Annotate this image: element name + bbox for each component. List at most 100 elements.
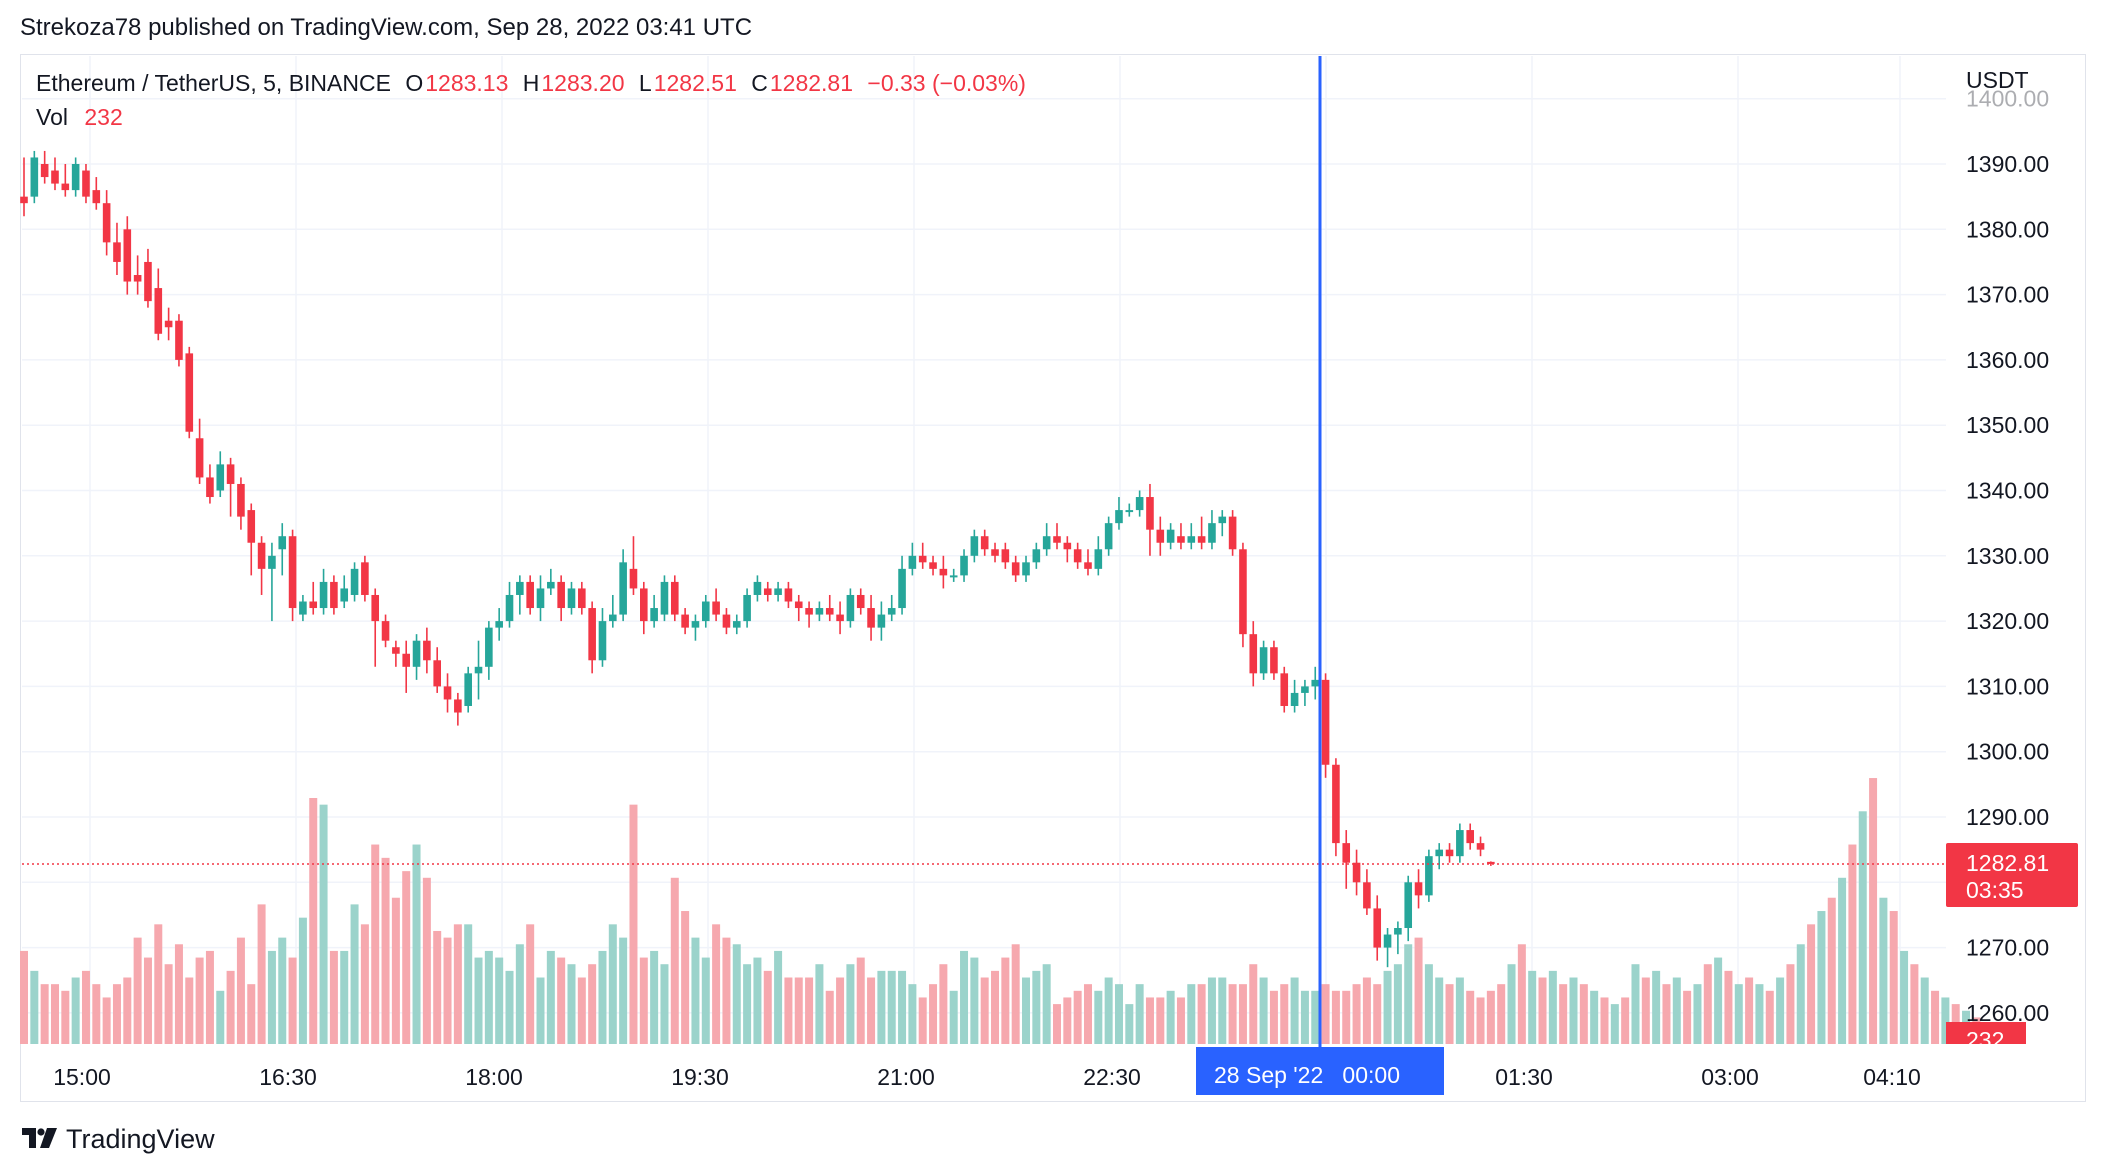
- candle[interactable]: [237, 477, 245, 530]
- candle[interactable]: [856, 588, 865, 615]
- candle[interactable]: [319, 568, 328, 615]
- candle[interactable]: [412, 634, 421, 680]
- candle[interactable]: [371, 588, 380, 667]
- candle[interactable]: [877, 601, 886, 641]
- candle[interactable]: [1166, 523, 1175, 550]
- candle[interactable]: [1445, 843, 1454, 863]
- candle[interactable]: [1042, 523, 1051, 556]
- candle[interactable]: [805, 601, 813, 628]
- candle[interactable]: [867, 594, 875, 641]
- candle[interactable]: [226, 457, 235, 517]
- candle[interactable]: [1435, 843, 1444, 870]
- candle[interactable]: [1404, 875, 1413, 942]
- candle[interactable]: [794, 594, 803, 622]
- candle[interactable]: [1208, 510, 1216, 550]
- candle[interactable]: [340, 575, 349, 609]
- candle[interactable]: [185, 346, 194, 439]
- candle[interactable]: [1321, 673, 1330, 778]
- candle[interactable]: [82, 164, 90, 204]
- candle[interactable]: [1342, 830, 1351, 889]
- candle[interactable]: [1466, 823, 1474, 850]
- candle[interactable]: [71, 157, 80, 197]
- candle[interactable]: [1456, 823, 1464, 863]
- candle[interactable]: [629, 536, 638, 595]
- candle[interactable]: [485, 621, 493, 680]
- candle[interactable]: [495, 608, 503, 641]
- candle[interactable]: [1352, 849, 1361, 896]
- candle[interactable]: [1259, 640, 1268, 680]
- candle[interactable]: [598, 608, 607, 667]
- candle[interactable]: [216, 451, 225, 498]
- volume-label[interactable]: Vol: [36, 104, 68, 130]
- candle[interactable]: [402, 640, 411, 693]
- candle[interactable]: [350, 562, 359, 602]
- candle[interactable]: [1001, 542, 1010, 569]
- candle[interactable]: [206, 464, 214, 504]
- candle[interactable]: [1104, 516, 1113, 556]
- candle[interactable]: [619, 549, 627, 622]
- candle[interactable]: [464, 666, 472, 713]
- candle[interactable]: [51, 157, 59, 191]
- candle[interactable]: [123, 216, 132, 295]
- candle[interactable]: [949, 568, 958, 582]
- candle[interactable]: [701, 594, 710, 628]
- candle[interactable]: [195, 418, 204, 484]
- candle[interactable]: [505, 581, 514, 628]
- candle[interactable]: [578, 581, 586, 615]
- candle[interactable]: [20, 157, 28, 217]
- candle[interactable]: [557, 575, 565, 622]
- candle[interactable]: [1228, 510, 1237, 556]
- candle[interactable]: [980, 529, 989, 556]
- candle[interactable]: [133, 255, 142, 295]
- candle[interactable]: [309, 581, 318, 615]
- candle[interactable]: [30, 150, 39, 204]
- candle[interactable]: [433, 647, 441, 693]
- candle[interactable]: [763, 581, 772, 602]
- candle[interactable]: [1135, 490, 1144, 517]
- candle[interactable]: [1063, 536, 1072, 563]
- candle[interactable]: [154, 268, 163, 341]
- candle[interactable]: [1084, 549, 1092, 576]
- candle[interactable]: [454, 692, 462, 726]
- candle[interactable]: [815, 601, 824, 622]
- candle[interactable]: [1425, 849, 1433, 902]
- candle[interactable]: [836, 601, 844, 635]
- candle[interactable]: [268, 542, 276, 622]
- candle[interactable]: [908, 542, 917, 576]
- candle[interactable]: [825, 594, 834, 622]
- candle[interactable]: [257, 536, 266, 595]
- candle[interactable]: [898, 555, 906, 615]
- candle[interactable]: [1301, 679, 1309, 706]
- candle[interactable]: [443, 673, 452, 713]
- candle[interactable]: [660, 575, 669, 622]
- candle[interactable]: [474, 640, 483, 700]
- candle[interactable]: [691, 614, 700, 641]
- candle[interactable]: [1394, 921, 1402, 955]
- candle[interactable]: [1177, 523, 1185, 550]
- candle[interactable]: [144, 248, 152, 308]
- candle[interactable]: [102, 190, 111, 256]
- candle[interactable]: [1332, 758, 1340, 857]
- candle[interactable]: [784, 581, 793, 609]
- candle[interactable]: [1373, 895, 1382, 961]
- candle[interactable]: [1280, 666, 1289, 713]
- candle[interactable]: [732, 614, 741, 635]
- candle[interactable]: [960, 549, 968, 582]
- candle[interactable]: [681, 608, 689, 635]
- candle[interactable]: [567, 581, 576, 615]
- candle[interactable]: [1249, 621, 1258, 687]
- tradingview-brand[interactable]: TradingView: [22, 1124, 215, 1155]
- candle[interactable]: [330, 575, 338, 615]
- candle[interactable]: [1022, 555, 1030, 582]
- candle[interactable]: [1053, 523, 1061, 550]
- candle[interactable]: [1270, 640, 1278, 680]
- candle[interactable]: [1146, 483, 1154, 556]
- symbol-label[interactable]: Ethereum / TetherUS, 5, BINANCE: [36, 70, 391, 96]
- candle[interactable]: [1197, 516, 1206, 550]
- candle[interactable]: [278, 523, 287, 576]
- candle[interactable]: [1218, 510, 1227, 537]
- candle[interactable]: [113, 222, 121, 276]
- candle[interactable]: [887, 594, 896, 622]
- candle[interactable]: [929, 555, 937, 576]
